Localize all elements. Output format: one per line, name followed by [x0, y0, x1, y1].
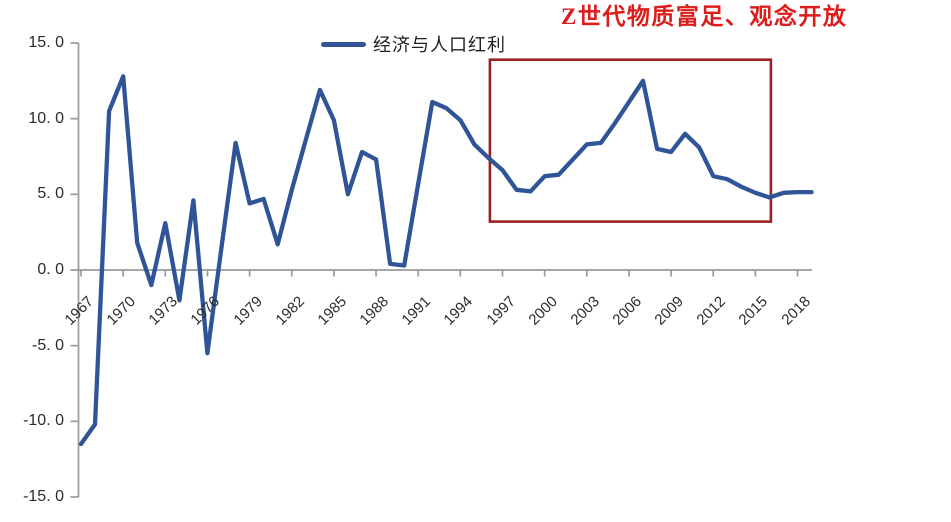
- y-tick-label: 15. 0: [28, 34, 64, 51]
- highlight-box: [488, 58, 773, 223]
- y-tick-label: 0. 0: [37, 261, 64, 278]
- y-tick-label: -15. 0: [23, 487, 64, 505]
- y-tick-label: -5. 0: [31, 336, 64, 354]
- legend: 经济与人口红利: [321, 34, 506, 55]
- legend-label: 经济与人口红利: [373, 35, 506, 55]
- legend-line-swatch: [321, 41, 366, 47]
- y-tick-label: -10. 0: [23, 412, 64, 430]
- annotation-title: Z世代物质富足、观念开放: [561, 4, 848, 29]
- y-tick-label: 10. 0: [28, 109, 64, 127]
- data-line-economy-population-dividend: [78, 74, 814, 447]
- y-tick-label: 5. 0: [37, 185, 64, 203]
